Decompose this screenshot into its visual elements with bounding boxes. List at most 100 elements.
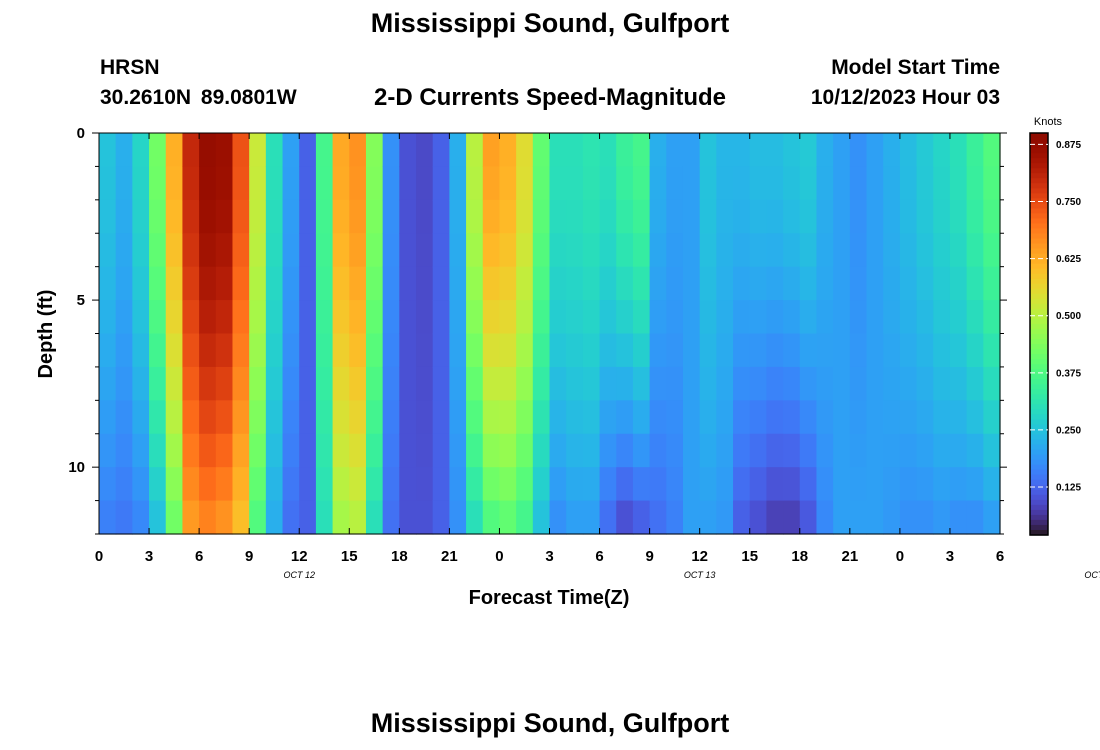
heatmap-cell: [632, 366, 651, 401]
heatmap-cell: [349, 500, 367, 535]
heatmap-cell: [816, 166, 834, 201]
heatmap-cell: [949, 467, 968, 502]
heatmap-cell: [599, 133, 617, 168]
heatmap-cell: [716, 133, 734, 168]
heatmap-cell: [182, 233, 200, 268]
heatmap-cell: [749, 500, 768, 535]
heatmap-cell: [599, 233, 617, 268]
heatmap-cell: [949, 233, 968, 268]
heatmap-cell: [499, 366, 517, 401]
heatmap-cell: [215, 233, 234, 268]
colorbar-segment: [1030, 253, 1048, 260]
heatmap-cell: [682, 467, 701, 502]
colorbar-segment: [1030, 223, 1048, 230]
colorbar-segment: [1030, 158, 1048, 164]
heatmap-cell: [966, 433, 984, 468]
heatmap-cell: [132, 333, 150, 368]
heatmap-cell: [566, 400, 584, 435]
colorbar-segment: [1030, 318, 1048, 325]
colorbar-segment: [1030, 444, 1048, 451]
x-tick-label: 3: [946, 548, 954, 565]
heatmap-cell: [99, 333, 117, 368]
heatmap-cell: [432, 300, 450, 335]
heatmap-cell: [783, 300, 801, 335]
heatmap-cell: [249, 333, 267, 368]
heatmap-cell: [849, 433, 868, 468]
heatmap-cell: [115, 300, 133, 335]
heatmap-cell: [549, 433, 567, 468]
heatmap-cell: [983, 400, 1001, 435]
heatmap-cell: [766, 300, 784, 335]
heatmap-cell: [716, 433, 734, 468]
heatmap-cell: [883, 166, 901, 201]
heatmap-cell: [182, 467, 200, 502]
heatmap-cell: [966, 400, 984, 435]
heatmap-cell: [182, 333, 200, 368]
colorbar-segment: [1030, 504, 1048, 511]
heatmap-cell: [365, 233, 384, 268]
heatmap-cell: [365, 266, 384, 301]
heatmap-cell: [783, 133, 801, 168]
heatmap-cell: [315, 233, 334, 268]
heatmap-cell: [332, 400, 350, 435]
heatmap-cell: [332, 233, 350, 268]
heatmap-cell: [899, 133, 918, 168]
colorbar-segment: [1030, 524, 1048, 531]
colorbar-segment: [1030, 303, 1048, 310]
heatmap-cell: [916, 300, 934, 335]
heatmap-cell: [332, 500, 350, 535]
colorbar-segment: [1030, 163, 1048, 169]
heatmap-cell: [816, 133, 834, 168]
heatmap-cell: [682, 433, 701, 468]
heatmap-cell: [966, 300, 984, 335]
heatmap-cell: [549, 500, 567, 535]
heatmap-cell: [149, 400, 167, 435]
heatmap-cell: [883, 266, 901, 301]
chart-subtitle: 2-D Currents Speed-Magnitude: [373, 84, 727, 111]
heatmap-cell: [649, 300, 667, 335]
heatmap-cell: [249, 233, 267, 268]
colorbar-tick-label: 0.375: [1056, 368, 1081, 379]
heatmap-cell: [265, 400, 284, 435]
heatmap-cell: [349, 366, 367, 401]
heatmap-cell: [516, 433, 534, 468]
heatmap-cell: [499, 467, 517, 502]
heatmap-cell: [549, 366, 567, 401]
heatmap-cell: [299, 166, 317, 201]
heatmap-cell: [666, 467, 684, 502]
heatmap-cell: [249, 199, 267, 234]
heatmap-cell: [182, 300, 200, 335]
heatmap-cell: [432, 467, 450, 502]
heatmap-cell: [249, 500, 267, 535]
heatmap-cell: [149, 366, 167, 401]
heatmap-cell: [215, 166, 234, 201]
heatmap-cell: [115, 366, 133, 401]
heatmap-cell: [199, 300, 217, 335]
heatmap-cell: [716, 300, 734, 335]
heatmap-cell: [115, 133, 133, 168]
heatmap-cell: [132, 500, 150, 535]
heatmap-cell: [349, 300, 367, 335]
heatmap-cell: [299, 300, 317, 335]
heatmap-cell: [365, 199, 384, 234]
heatmap-cell: [449, 233, 467, 268]
heatmap-cell: [232, 266, 250, 301]
heatmap-cell: [482, 199, 501, 234]
heatmap-cell: [399, 199, 417, 234]
heatmap-cell: [265, 333, 284, 368]
heatmap-cell: [532, 133, 551, 168]
heatmap-cell: [883, 433, 901, 468]
heatmap-cell: [949, 366, 968, 401]
heatmap-cell: [449, 133, 467, 168]
heatmap-cell: [516, 467, 534, 502]
heatmap-cell: [649, 199, 667, 234]
heatmap-cell: [399, 400, 417, 435]
heatmap-cell: [149, 433, 167, 468]
heatmap-cell: [382, 433, 400, 468]
heatmap-cell: [799, 467, 818, 502]
heatmap-cell: [616, 433, 634, 468]
heatmap-cell: [549, 233, 567, 268]
heatmap-cell: [215, 133, 234, 168]
heatmap-cell: [916, 400, 934, 435]
heatmap-cell: [766, 333, 784, 368]
